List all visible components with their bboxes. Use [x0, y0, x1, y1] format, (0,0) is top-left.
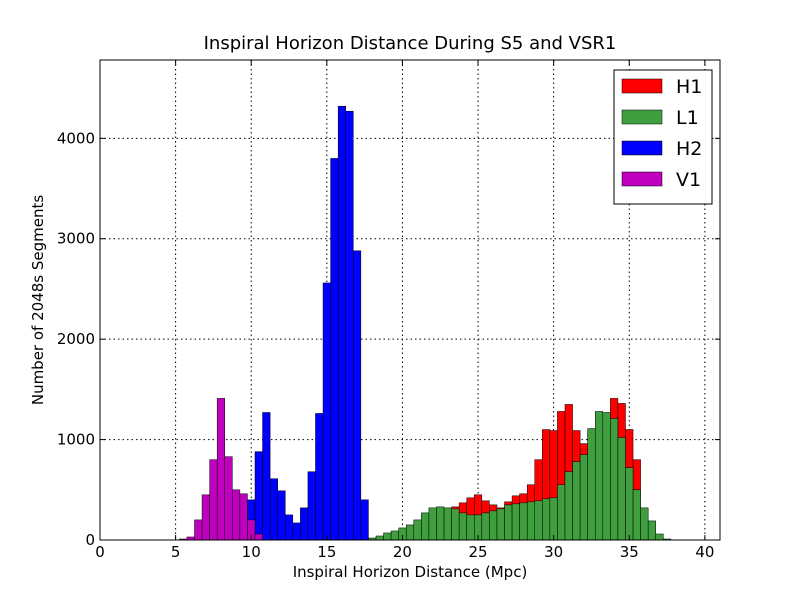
bar-h2: [254, 451, 263, 541]
bar-h2: [262, 412, 271, 541]
y-tick-label: 1000: [57, 431, 95, 449]
x-tick-label: 25: [469, 543, 488, 561]
bar-l1: [594, 411, 604, 541]
x-tick-label: 20: [393, 543, 412, 561]
bar-l1: [489, 510, 498, 541]
x-tick-label: 40: [695, 543, 714, 561]
bar-h2: [284, 514, 294, 541]
bar-v1: [224, 456, 233, 541]
bar-v1: [254, 533, 263, 541]
bar-h2: [277, 490, 286, 541]
legend: H1 L1 H2 V1: [613, 69, 713, 205]
legend-label-v1: V1: [676, 169, 701, 191]
bar-v1: [209, 459, 218, 541]
bar-l1: [564, 471, 573, 541]
y-tick-label: 3000: [57, 230, 95, 248]
bar-v1: [194, 519, 203, 541]
bar-l1: [632, 489, 641, 541]
bar-l1: [511, 503, 520, 541]
x-tick-label: 10: [242, 543, 261, 561]
bar-l1: [655, 533, 664, 541]
bar-l1: [413, 519, 422, 541]
bar-l1: [610, 418, 619, 541]
bar-h2: [330, 158, 339, 541]
bar-l1: [549, 497, 558, 541]
bar-l1: [602, 412, 611, 541]
bar-v1: [201, 494, 210, 541]
bar-l1: [443, 507, 452, 541]
bar-h2: [337, 105, 346, 541]
x-tick-label: 30: [544, 543, 563, 561]
bar-l1: [451, 508, 460, 541]
bar-l1: [466, 514, 475, 541]
bar-l1: [458, 512, 467, 541]
bar-v1: [232, 489, 241, 541]
bar-l1: [519, 502, 528, 541]
legend-label-l1: L1: [676, 107, 699, 129]
bar-l1: [572, 461, 581, 541]
bar-l1: [587, 428, 596, 541]
bar-h2: [315, 413, 324, 541]
bar-h2: [322, 282, 331, 541]
bars: [179, 105, 672, 541]
bar-v1: [216, 398, 226, 541]
bar-l1: [421, 512, 430, 541]
bar-l1: [405, 524, 415, 541]
x-axis-label: Inspiral Horizon Distance (Mpc): [293, 563, 528, 581]
x-tick-label: 0: [95, 543, 105, 561]
bar-l1: [579, 454, 588, 541]
legend-swatch-h2: [621, 140, 663, 156]
bar-l1: [542, 498, 551, 541]
y-tick-label: 0: [85, 531, 95, 549]
bar-l1: [526, 501, 536, 541]
bar-l1: [647, 520, 656, 541]
bar-h2: [345, 110, 354, 541]
legend-label-h2: H2: [676, 138, 702, 160]
y-axis-label: Number of 2048s Segments: [29, 195, 47, 406]
bar-l1: [625, 467, 634, 541]
bar-h2: [269, 478, 278, 541]
y-tick-label: 2000: [57, 330, 95, 348]
bar-l1: [428, 507, 437, 541]
bar-l1: [383, 532, 392, 541]
legend-swatch-l1: [621, 109, 663, 125]
x-tick-label: 35: [620, 543, 639, 561]
bar-h2: [300, 507, 309, 541]
plot-frame: [99, 59, 721, 541]
bar-l1: [375, 535, 384, 541]
bar-l1: [640, 507, 649, 541]
bar-l1: [481, 512, 490, 541]
bar-h2: [353, 250, 362, 541]
x-tick-label: 15: [317, 543, 336, 561]
y-tick-label: 4000: [57, 129, 95, 147]
x-tick-label: 5: [171, 543, 181, 561]
legend-swatch-h1: [621, 78, 663, 94]
legend-swatch-v1: [621, 171, 663, 187]
axis-ticks: 0 5 10 15 20 25 30 35 40 0 1000 2000 3000 4000: [57, 60, 720, 561]
bar-h2: [307, 471, 316, 541]
bar-l1: [496, 508, 505, 541]
bar-l1: [504, 504, 513, 541]
bar-l1: [390, 530, 399, 541]
chart-title: Inspiral Horizon Distance During S5 and …: [204, 33, 617, 54]
legend-label-h1: H1: [676, 76, 702, 98]
bar-h2: [360, 499, 369, 541]
bar-l1: [617, 437, 626, 541]
bar-v1: [239, 493, 248, 541]
bar-l1: [436, 506, 445, 541]
bar-l1: [534, 500, 543, 541]
bar-l1: [557, 484, 566, 541]
bar-h2: [292, 522, 301, 541]
